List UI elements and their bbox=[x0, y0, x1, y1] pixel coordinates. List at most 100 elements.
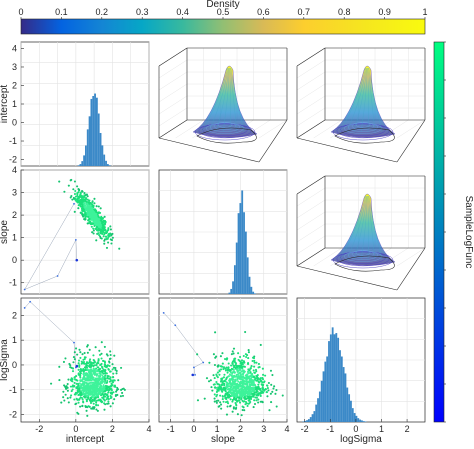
scatter-point bbox=[212, 374, 215, 377]
axis-edge bbox=[396, 119, 426, 163]
scatter-point bbox=[85, 361, 89, 364]
surface3d-panel-intercept-slope bbox=[158, 47, 288, 163]
scatter-point bbox=[109, 353, 112, 357]
grid-line bbox=[296, 107, 326, 127]
scatter-point bbox=[95, 239, 98, 242]
scatter-point bbox=[216, 389, 219, 392]
scatter-point bbox=[80, 392, 83, 395]
scatter-point bbox=[216, 371, 219, 374]
scatter-point bbox=[81, 353, 84, 356]
scatter-point bbox=[83, 362, 86, 365]
scatter-point bbox=[220, 407, 223, 410]
scatter-point bbox=[78, 387, 81, 390]
scatter-point bbox=[73, 398, 76, 401]
scatter-point bbox=[83, 374, 86, 377]
histogram-bar bbox=[337, 337, 340, 422]
scatter-point bbox=[223, 395, 226, 398]
scatter-point bbox=[274, 392, 277, 395]
scatter-point bbox=[267, 381, 270, 385]
density-colorbar-bar bbox=[20, 18, 426, 35]
scatter-point bbox=[80, 362, 83, 365]
scatter-point bbox=[232, 398, 235, 401]
scatter-point bbox=[94, 227, 97, 230]
y-tick-label: 0 bbox=[12, 255, 17, 265]
scatter-point bbox=[217, 399, 220, 402]
scatter-point bbox=[235, 395, 238, 398]
scatter-point bbox=[112, 372, 115, 375]
histogram-bar bbox=[313, 411, 316, 422]
scatter-point bbox=[82, 388, 85, 391]
histogram-bar bbox=[92, 95, 95, 166]
scatter-point bbox=[79, 351, 82, 354]
scatter-point bbox=[77, 191, 80, 194]
scatter-point bbox=[104, 220, 107, 224]
scatter-point bbox=[247, 357, 250, 360]
scatter-point bbox=[209, 379, 212, 382]
scatter-point bbox=[222, 367, 225, 371]
scatter-point bbox=[256, 376, 259, 380]
scatter-point bbox=[100, 341, 103, 344]
scatter-point bbox=[66, 386, 69, 389]
density-contour bbox=[194, 123, 256, 141]
histogram-bar bbox=[320, 380, 323, 422]
scatter-point bbox=[103, 365, 106, 368]
scatter-point bbox=[93, 197, 96, 200]
density-colorbar-tick-label: 0.2 bbox=[96, 7, 109, 17]
sample-trace-point bbox=[23, 307, 26, 309]
scatter-point bbox=[235, 366, 239, 369]
axis-edge bbox=[296, 137, 398, 163]
scatter-point bbox=[106, 379, 109, 383]
histogram-bar bbox=[85, 145, 87, 166]
scatter-point bbox=[252, 394, 255, 397]
scatter-point bbox=[269, 392, 272, 395]
scatter-point bbox=[88, 391, 91, 394]
scatter-point bbox=[101, 370, 104, 373]
scatter-point bbox=[112, 376, 115, 379]
scatter-point bbox=[78, 393, 81, 396]
x-tick-label: -1 bbox=[326, 424, 334, 434]
histogram-bar bbox=[333, 334, 336, 422]
scatter-point bbox=[232, 347, 236, 350]
scatter-point bbox=[261, 387, 264, 390]
histogram-bar bbox=[108, 165, 111, 166]
scatter-point bbox=[111, 236, 114, 239]
x-tick-label: -2 bbox=[35, 424, 43, 434]
scatter-point bbox=[253, 402, 257, 406]
scatter-point bbox=[113, 354, 116, 357]
scatter-point bbox=[226, 400, 229, 403]
scatter-point bbox=[111, 391, 114, 394]
scatter-point bbox=[112, 366, 116, 369]
scatter-point bbox=[215, 401, 218, 404]
scatter-point bbox=[239, 373, 243, 376]
scatter-point bbox=[91, 386, 94, 389]
scatter-point bbox=[79, 367, 82, 371]
scatter-point bbox=[87, 405, 90, 408]
scatter-point bbox=[247, 349, 250, 352]
scatter-point bbox=[100, 220, 103, 223]
scatter-point bbox=[91, 399, 94, 402]
scatter-point bbox=[102, 372, 105, 375]
scatter-point bbox=[243, 396, 246, 399]
scatter-point bbox=[97, 232, 100, 235]
scatter-point bbox=[107, 375, 110, 378]
axis-edge bbox=[296, 175, 326, 195]
scatter-point bbox=[259, 377, 262, 380]
scatter-point bbox=[93, 202, 96, 205]
scatter-point bbox=[243, 393, 246, 396]
scatter-point bbox=[252, 380, 255, 383]
scatter-point bbox=[233, 383, 236, 386]
scatter-point bbox=[86, 364, 89, 367]
scatter-point bbox=[253, 389, 256, 392]
scatter-point bbox=[84, 369, 87, 372]
density-contour bbox=[209, 122, 241, 132]
scatter-point bbox=[264, 374, 267, 377]
scatter-point bbox=[111, 363, 114, 366]
scatter-point bbox=[227, 362, 230, 365]
scatter-point bbox=[270, 383, 273, 386]
scatter-point bbox=[85, 405, 88, 408]
scatter-point bbox=[62, 390, 65, 393]
scatter-point bbox=[111, 368, 114, 371]
scatter-point bbox=[73, 381, 76, 384]
scatter-point bbox=[74, 198, 77, 201]
scatter-point bbox=[79, 385, 82, 388]
